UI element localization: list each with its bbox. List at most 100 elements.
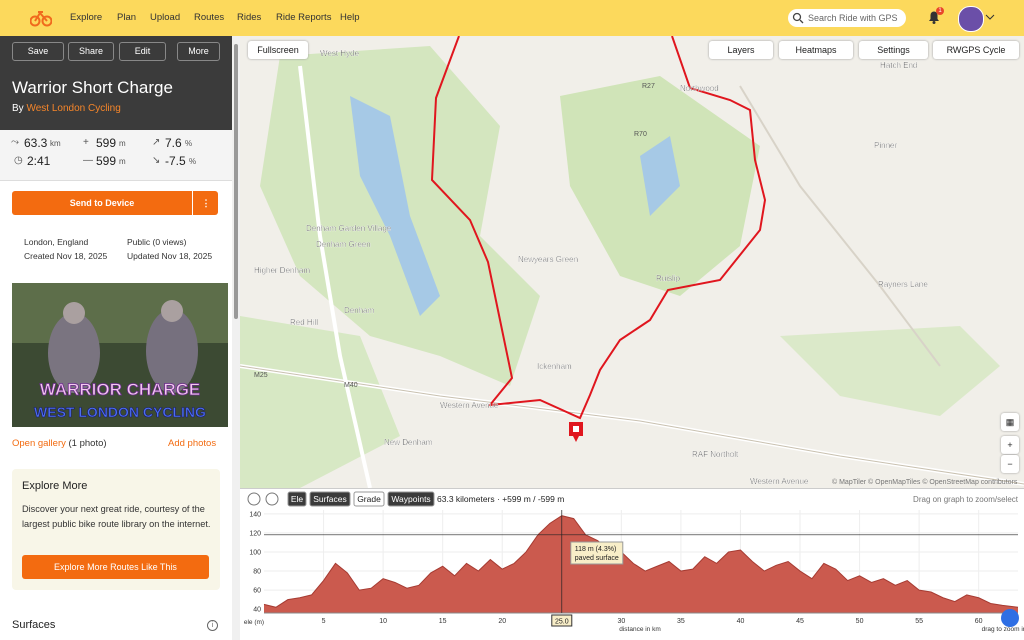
author-link[interactable]: West London Cycling xyxy=(26,103,121,114)
collapse-button[interactable] xyxy=(247,492,261,506)
avatar[interactable] xyxy=(958,6,984,32)
explore-title: Explore More xyxy=(22,480,88,492)
chat-button xyxy=(1001,609,1019,627)
elevation-panel[interactable]: Ele Surfaces Grade Waypoints 63.3 kilometers… xyxy=(240,488,1024,640)
map-label: R27 xyxy=(642,83,655,90)
map-label: West Hyde xyxy=(320,49,360,58)
tab[interactable] xyxy=(309,491,351,507)
nav-item[interactable]: Upload xyxy=(150,12,181,23)
byline: By West London Cycling xyxy=(12,103,121,114)
route-photo[interactable]: WARRIOR CHARGE WEST LONDON CYCLING xyxy=(12,283,228,427)
logo[interactable] xyxy=(30,8,52,28)
map-label: R70 xyxy=(634,131,647,138)
nav-item[interactable]: Explore xyxy=(70,12,103,23)
stat-unit: km xyxy=(50,139,61,148)
send-menu[interactable]: ⋮ xyxy=(192,191,219,215)
y-tick-label: 60 xyxy=(253,588,261,595)
nav-item[interactable]: Help xyxy=(340,12,360,23)
map-label: Denham xyxy=(344,306,375,315)
nav-item[interactable]: Rides xyxy=(237,12,262,23)
expand-button[interactable] xyxy=(265,492,279,506)
save-button[interactable]: Save xyxy=(12,42,64,61)
explore-button[interactable]: Explore More Routes Like This xyxy=(22,555,209,579)
map-attribution: © MapTiler © OpenMapTiles © OpenStreetMa… xyxy=(832,479,1018,486)
tab-label: Ele xyxy=(291,494,304,504)
map[interactable]: West Hyde Northwood Hatch End Pinner Denham … xyxy=(240,36,1024,488)
settings-button[interactable]: Settings xyxy=(859,41,928,59)
cursor-x-label: 25.0 xyxy=(555,619,569,626)
info-icon[interactable]: i xyxy=(207,620,218,631)
gallery-row: Open gallery (1 photo) xyxy=(12,438,107,449)
x-tick-label: 35 xyxy=(677,618,685,625)
x-tick-label: 10 xyxy=(379,618,387,625)
edit-button[interactable]: Edit xyxy=(119,42,166,61)
search-box[interactable]: Search Ride with GPS xyxy=(788,9,906,27)
map-label: M40 xyxy=(344,382,358,389)
x-tick-label: 30 xyxy=(617,618,625,625)
route-title: Warrior Short Charge xyxy=(12,78,173,97)
stat-unit: % xyxy=(189,157,197,166)
x-tick-label: 45 xyxy=(796,618,804,625)
nav-item[interactable]: Ride Reports xyxy=(276,12,332,23)
map-style-button[interactable]: ▦ xyxy=(1001,413,1019,431)
cursor-x-box xyxy=(551,614,573,627)
x-axis-label: distance in km xyxy=(619,626,661,633)
tab[interactable] xyxy=(353,491,385,507)
x-tick-label: 40 xyxy=(737,618,745,625)
x-tick-label: 50 xyxy=(856,618,864,625)
elevation-line xyxy=(263,515,1019,608)
tooltip-text: 118 m (4.3%) xyxy=(575,546,617,553)
stat-value: 599 xyxy=(96,154,117,168)
caret xyxy=(985,14,995,20)
fullscreen-button[interactable]: Fullscreen xyxy=(248,41,308,59)
map-label: Denham Green xyxy=(316,240,371,249)
scroll-thumb[interactable] xyxy=(234,44,238,319)
send-label: Send to Device xyxy=(69,198,135,208)
stat-icon: — xyxy=(83,155,93,166)
map-label: Denham Garden Village xyxy=(306,224,392,233)
y-tick-label: 80 xyxy=(253,569,261,576)
map-label: Northwood xyxy=(680,84,719,93)
zoom-out[interactable]: − xyxy=(1001,455,1019,473)
open-gallery-link[interactable]: Open gallery xyxy=(12,438,66,449)
scrollbar[interactable] xyxy=(232,36,240,640)
add-photos-link[interactable]: Add photos xyxy=(168,438,217,449)
surfaces-heading: Surfaces xyxy=(12,619,56,631)
map-label: New Denham xyxy=(384,438,433,447)
tab-label: Waypoints xyxy=(391,494,430,504)
send-to-device-button[interactable]: Send to Device ⋮ xyxy=(12,191,218,215)
tab[interactable] xyxy=(287,491,307,507)
nav-item[interactable]: Routes xyxy=(194,12,225,23)
stat-value: 2:41 xyxy=(27,154,51,168)
basemap-button[interactable]: RWGPS Cycle xyxy=(933,41,1019,59)
search-icon xyxy=(792,12,804,24)
tab[interactable] xyxy=(387,491,435,507)
route-line[interactable] xyxy=(430,36,767,420)
stat-unit: % xyxy=(185,139,193,148)
stat-value: 599 xyxy=(96,136,117,150)
tab-label: Surfaces xyxy=(313,494,347,504)
layers-button[interactable]: Layers xyxy=(709,41,773,59)
meta-location: London, England xyxy=(24,237,89,247)
x-tick-label: 15 xyxy=(439,618,447,625)
stat-value: 63.3 xyxy=(24,136,48,150)
tooltip-surface: paved surface xyxy=(575,555,619,562)
stats-panel xyxy=(0,130,232,181)
photo-text-2: WEST LONDON CYCLING xyxy=(34,404,206,420)
share-button[interactable]: Share xyxy=(68,42,114,61)
meta-created: Created Nov 18, 2025 xyxy=(24,251,108,261)
elevation-area xyxy=(264,515,1018,613)
zoom-in[interactable]: + xyxy=(1001,436,1019,454)
map-label: Hatch End xyxy=(880,61,917,70)
search-placeholder: Search Ride with GPS xyxy=(808,13,898,23)
map-label: Higher Denham xyxy=(254,266,310,275)
heatmaps-button[interactable]: Heatmaps xyxy=(779,41,853,59)
stat-value: 7.6 xyxy=(165,136,182,150)
map-label: Pinner xyxy=(874,141,897,150)
x-tick-label: 60 xyxy=(975,618,983,625)
elevation-summary: 63.3 kilometers · +599 m / -599 m xyxy=(437,494,564,504)
photo-text-1: WARRIOR CHARGE xyxy=(40,380,201,399)
more-button[interactable]: More xyxy=(177,42,220,61)
nav-item[interactable]: Plan xyxy=(117,12,137,23)
